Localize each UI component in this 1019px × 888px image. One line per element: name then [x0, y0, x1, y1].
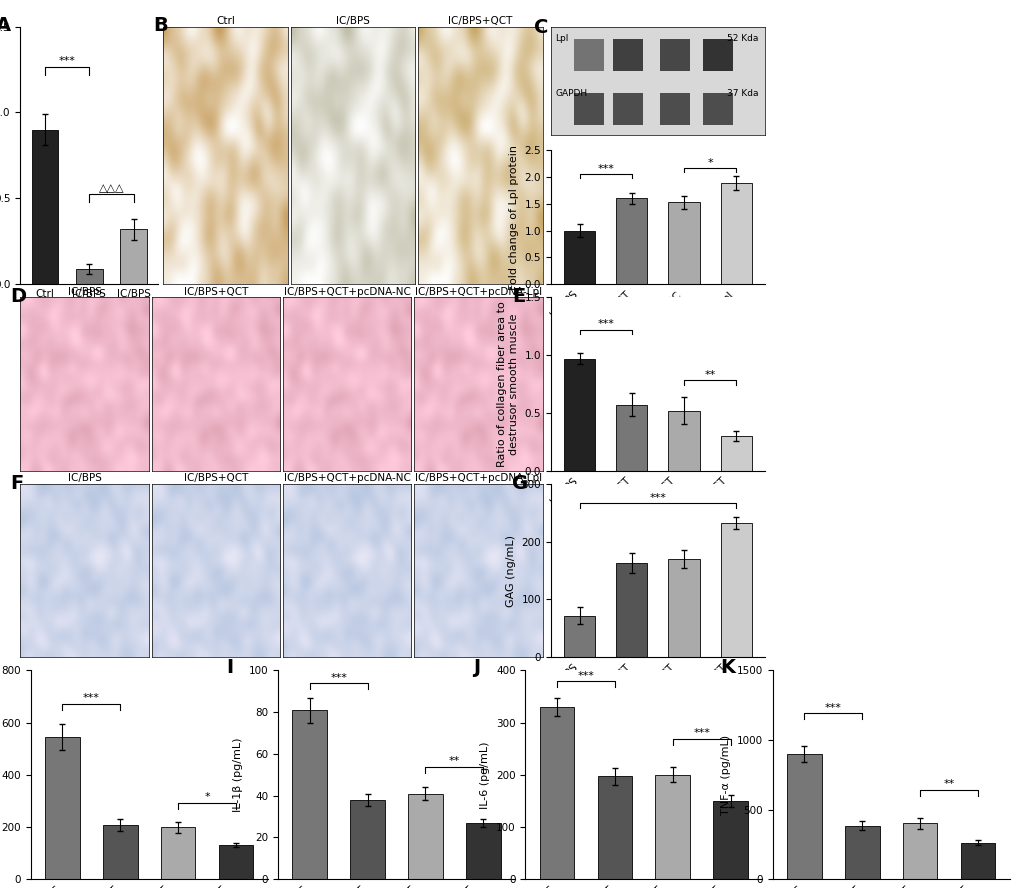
Bar — [902, 823, 936, 879]
Text: ***: *** — [649, 493, 665, 503]
Bar — [615, 405, 647, 471]
Text: Lpl: Lpl — [554, 35, 568, 44]
Bar — [667, 410, 699, 471]
Text: K: K — [719, 658, 735, 677]
Bar — [45, 737, 79, 879]
Text: ***: *** — [693, 728, 709, 738]
Title: IC/BPS+QCT+pcDNA-Lpl: IC/BPS+QCT+pcDNA-Lpl — [415, 473, 541, 483]
Bar — [597, 776, 632, 879]
Bar — [960, 843, 995, 879]
Title: Ctrl: Ctrl — [216, 16, 234, 26]
Text: **: ** — [448, 757, 460, 766]
Bar — [564, 615, 595, 657]
Title: IC/BPS+QCT: IC/BPS+QCT — [447, 16, 513, 26]
Text: 52 Kda: 52 Kda — [727, 35, 758, 44]
Y-axis label: TNF-α (pg/mL): TNF-α (pg/mL) — [720, 734, 731, 815]
FancyBboxPatch shape — [702, 38, 732, 71]
Text: F: F — [10, 473, 23, 493]
Bar — [218, 845, 253, 879]
Bar — [615, 198, 647, 284]
Text: I: I — [225, 658, 232, 677]
Bar — [787, 754, 821, 879]
Title: IC/BPS+QCT+pcDNA-NC: IC/BPS+QCT+pcDNA-NC — [283, 473, 411, 483]
Bar — [667, 202, 699, 284]
Bar — [32, 130, 58, 284]
Text: C: C — [533, 18, 547, 37]
FancyBboxPatch shape — [612, 38, 642, 71]
Title: IC/BPS+QCT+pcDNA-NC: IC/BPS+QCT+pcDNA-NC — [283, 287, 411, 297]
FancyBboxPatch shape — [574, 92, 603, 125]
Title: IC/BPS+QCT: IC/BPS+QCT — [183, 287, 248, 297]
Bar — [667, 559, 699, 657]
Y-axis label: IL-6 (pg/mL): IL-6 (pg/mL) — [480, 741, 490, 809]
Title: IC/BPS: IC/BPS — [67, 473, 101, 483]
Bar — [719, 523, 751, 657]
Text: **: ** — [704, 370, 715, 380]
FancyBboxPatch shape — [612, 92, 642, 125]
Title: IC/BPS: IC/BPS — [335, 16, 370, 26]
Bar — [350, 800, 384, 879]
Bar — [564, 359, 595, 471]
Text: *: * — [204, 792, 210, 802]
Bar — [539, 707, 574, 879]
Text: △△△: △△△ — [99, 183, 124, 194]
Title: IC/BPS+QCT+pcDNA-Lpl: IC/BPS+QCT+pcDNA-Lpl — [415, 287, 541, 297]
Title: IC/BPS+QCT: IC/BPS+QCT — [183, 473, 248, 483]
Bar — [292, 710, 327, 879]
Text: ***: *** — [597, 319, 613, 329]
FancyBboxPatch shape — [659, 92, 690, 125]
Bar — [75, 269, 103, 284]
Text: B: B — [153, 16, 168, 36]
Text: ***: *** — [597, 164, 613, 174]
Bar — [408, 794, 442, 879]
Text: ***: *** — [330, 673, 346, 683]
Text: ***: *** — [824, 702, 841, 713]
Bar — [615, 563, 647, 657]
Text: 37 Kda: 37 Kda — [727, 90, 758, 99]
Y-axis label: IL-1β (pg/mL): IL-1β (pg/mL) — [232, 738, 243, 812]
Bar — [719, 184, 751, 284]
Bar — [844, 826, 878, 879]
Text: E: E — [512, 287, 525, 306]
Title: IC/BPS: IC/BPS — [67, 287, 101, 297]
Text: ***: *** — [577, 670, 594, 681]
Bar — [712, 801, 747, 879]
Y-axis label: Ratio of collagen fiber area to
destrusor smooth muscle: Ratio of collagen fiber area to destruso… — [497, 301, 519, 467]
Text: *: * — [706, 157, 712, 168]
Y-axis label: Fold change of Lpl protein: Fold change of Lpl protein — [508, 145, 519, 289]
Text: G: G — [512, 473, 528, 493]
Bar — [719, 436, 751, 471]
Text: GAPDH: GAPDH — [554, 90, 587, 99]
Text: A: A — [0, 16, 11, 36]
Text: **: ** — [943, 780, 954, 789]
Bar — [655, 774, 690, 879]
Bar — [161, 828, 196, 879]
Text: D: D — [10, 287, 26, 306]
FancyBboxPatch shape — [659, 38, 690, 71]
Bar — [120, 229, 147, 284]
Text: J: J — [473, 658, 480, 677]
Bar — [564, 231, 595, 284]
FancyBboxPatch shape — [574, 38, 603, 71]
Bar — [466, 823, 500, 879]
Text: ***: *** — [58, 56, 75, 67]
Bar — [103, 825, 138, 879]
Y-axis label: GAG (ng/mL): GAG (ng/mL) — [505, 535, 516, 607]
FancyBboxPatch shape — [702, 92, 732, 125]
Text: ***: *** — [83, 694, 100, 703]
